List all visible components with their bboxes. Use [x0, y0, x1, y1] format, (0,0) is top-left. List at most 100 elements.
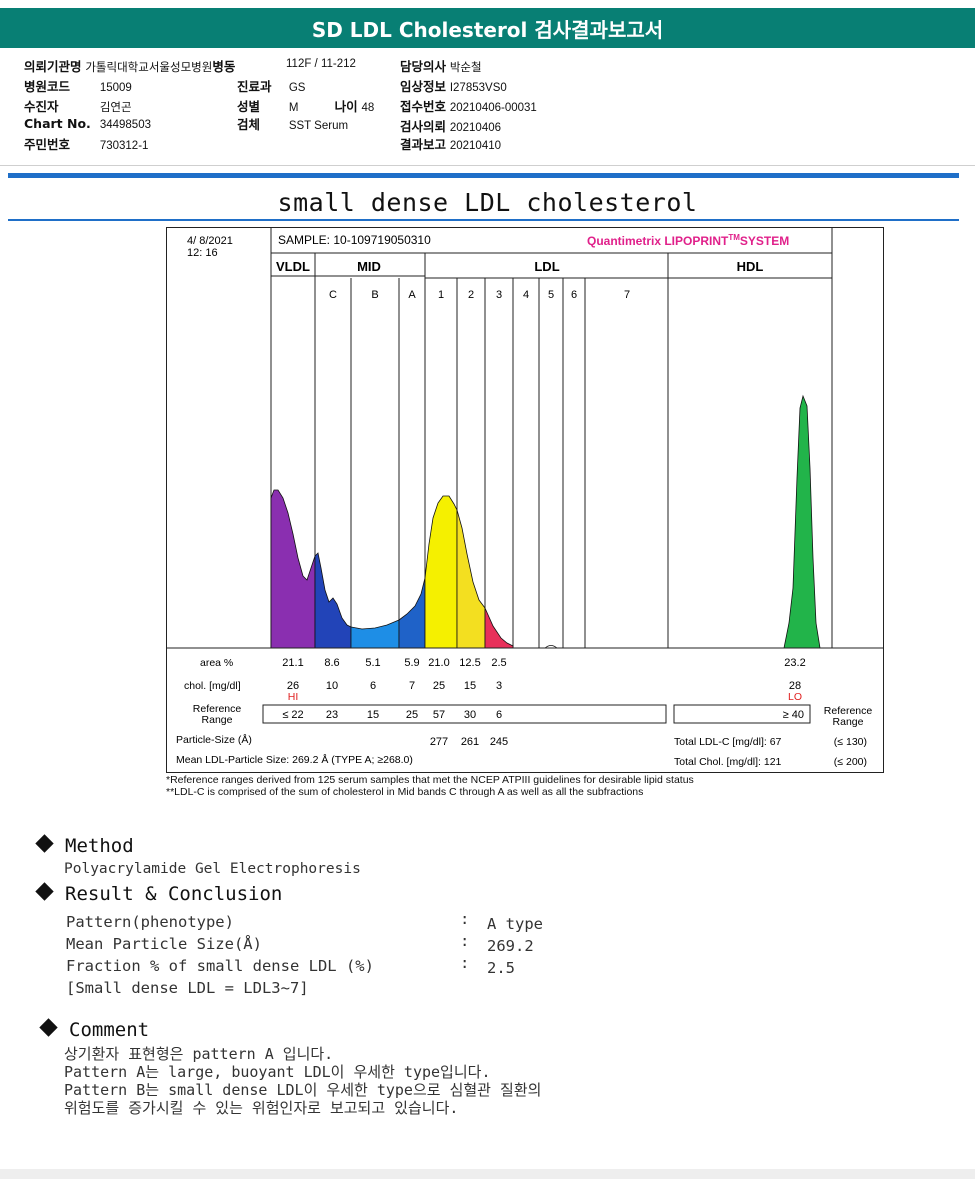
- ward-value: 112F / 11-212: [286, 58, 356, 70]
- top-divider: [8, 173, 959, 178]
- chol-row-label: chol. [mg/dl]: [184, 680, 241, 692]
- ref-value-0: ≤ 22: [282, 709, 303, 721]
- hospital-value: 가톨릭대학교서울성모병원: [85, 62, 213, 74]
- ldl5-trace: [544, 645, 558, 649]
- result-value-0: A type: [487, 915, 543, 933]
- ward-label: 병동: [212, 59, 236, 74]
- chart-no-label: Chart No.: [24, 116, 91, 131]
- chart-date: 4/ 8/2021: [187, 235, 233, 247]
- result-label-0: Pattern(phenotype): [66, 913, 234, 931]
- report-date-label: 결과보고: [400, 137, 447, 152]
- hospital-code-value: 15009: [99, 82, 132, 94]
- chol-hdl-value: 28: [789, 680, 801, 692]
- sex-label: 성별: [237, 99, 261, 114]
- ref-value-1: 23: [326, 709, 338, 721]
- title-underline: [8, 219, 959, 221]
- comment-line-3: 위험도를 증가시킬 수 있는 위험인자로 보고되고 있습니다.: [64, 1099, 459, 1117]
- band-label-7: 7: [624, 289, 630, 301]
- ldl2-peak: [456, 509, 486, 649]
- id-label: 주민번호: [24, 137, 71, 152]
- size-row-label: Particle-Size (Å): [176, 733, 252, 746]
- ref-value-2: 15: [367, 709, 379, 721]
- result-heading-text: Result & Conclusion: [65, 883, 283, 905]
- size-values: 277 261 245: [430, 736, 508, 748]
- chart-brand-name: Quantimetrix LIPOPRINT: [587, 234, 729, 248]
- group-label-mid: MID: [357, 259, 381, 274]
- ref-label-right-2: Range: [833, 716, 864, 728]
- chart-brand-tm: TM: [728, 233, 740, 242]
- doctor-label: 담당의사: [400, 59, 447, 74]
- report-title: SD LDL Cholesterol 검사결과보고서: [0, 8, 975, 48]
- dept-label: 진료과: [237, 79, 272, 94]
- area-value-1: 8.6: [324, 657, 339, 669]
- ldl1-peak: [424, 495, 458, 649]
- group-label-vldl: VLDL: [276, 259, 310, 274]
- chol-value-0: 26: [287, 680, 299, 692]
- footnote-1: *Reference ranges derived from 125 serum…: [166, 774, 694, 786]
- area-values: 21.1 8.6 5.1 5.9 21.0 12.5 2.5: [282, 657, 506, 669]
- band-label-2: 2: [468, 289, 474, 301]
- ref-label-1: Reference: [193, 703, 242, 715]
- patient-name-value: 김연곤: [99, 102, 132, 114]
- method-heading: Method: [35, 834, 134, 857]
- age-label: 나이: [334, 99, 358, 114]
- size-value-1: 261: [461, 736, 479, 748]
- result-sep-2: :: [460, 954, 470, 972]
- ref-label-right-1: Reference: [824, 705, 873, 717]
- vldl-peak: [270, 489, 316, 649]
- diamond-bullet-icon: [35, 882, 54, 901]
- result-label-2: Fraction % of small dense LDL (%): [66, 957, 374, 975]
- chol-value-1: 10: [326, 680, 338, 692]
- chol-value-3: 7: [409, 680, 415, 692]
- area-value-5: 12.5: [459, 657, 480, 669]
- request-label: 검사의뢰: [400, 119, 447, 134]
- result-label-1: Mean Particle Size(Å): [66, 935, 262, 953]
- result-heading: Result & Conclusion: [35, 882, 283, 905]
- age-value: 48: [361, 102, 375, 114]
- comment-line-2: Pattern B는 small dense LDL이 우세한 type으로 심…: [64, 1081, 542, 1099]
- ref-label-2: Range: [202, 714, 233, 726]
- chol-value-2: 6: [370, 680, 376, 692]
- ref-value-3: 25: [406, 709, 418, 721]
- lipoprint-svg: 4/ 8/2021 12: 16 SAMPLE: 10-109719050310…: [167, 228, 883, 768]
- comment-line-0: 상기환자 표현형은 pattern A 입니다.: [64, 1045, 334, 1063]
- electrophoresis-curve: [270, 394, 821, 649]
- method-heading-text: Method: [65, 835, 134, 857]
- ref-range-box: [262, 704, 667, 724]
- size-value-2: 245: [490, 736, 508, 748]
- chol-value-4: 25: [433, 680, 445, 692]
- band-label-1: 1: [438, 289, 444, 301]
- specimen-label: 검체: [237, 117, 261, 132]
- band-label-a: A: [408, 289, 416, 301]
- chol-value-5: 15: [464, 680, 476, 692]
- chart-brand: Quantimetrix LIPOPRINTTMSYSTEM: [587, 233, 789, 248]
- band-label-5: 5: [548, 289, 554, 301]
- area-value-3: 5.9: [404, 657, 419, 669]
- band-label-4: 4: [523, 289, 529, 301]
- ref-value-5: 30: [464, 709, 476, 721]
- method-text: Polyacrylamide Gel Electrophoresis: [64, 861, 361, 877]
- ref-values: ≤ 22 23 15 25 57 30 6: [282, 709, 502, 721]
- area-value-0: 21.1: [282, 657, 303, 669]
- band-label-b: B: [371, 289, 378, 301]
- patient-info: 의뢰기관명 가톨릭대학교서울성모병원병동 112F / 11-212 담당의사 …: [0, 50, 975, 166]
- ref-hdl-value: ≥ 40: [783, 709, 804, 721]
- ref-hdl-box: [673, 704, 811, 724]
- chart-brand-suffix: SYSTEM: [740, 234, 789, 248]
- result-sep-1: :: [460, 932, 470, 950]
- clinical-label: 임상정보: [400, 79, 447, 94]
- clinical-value: I27853VS0: [449, 82, 507, 94]
- size-value-0: 277: [430, 736, 448, 748]
- area-value-2: 5.1: [365, 657, 380, 669]
- area-row-label: area %: [200, 657, 233, 669]
- hospital-label: 의뢰기관명: [24, 59, 82, 74]
- chart-no-value: 34498503: [99, 119, 151, 131]
- comment-heading-text: Comment: [69, 1019, 150, 1041]
- lipoprint-chart: 4/ 8/2021 12: 16 SAMPLE: 10-109719050310…: [166, 227, 884, 773]
- hdl-lo-flag: LO: [788, 691, 802, 703]
- hdl-peak: [783, 394, 821, 649]
- mid-c-peak: [314, 552, 352, 649]
- footnote-2: **LDL-C is comprised of the sum of chole…: [166, 786, 644, 798]
- area-value-6: 2.5: [491, 657, 506, 669]
- mid-a-peak: [398, 577, 426, 649]
